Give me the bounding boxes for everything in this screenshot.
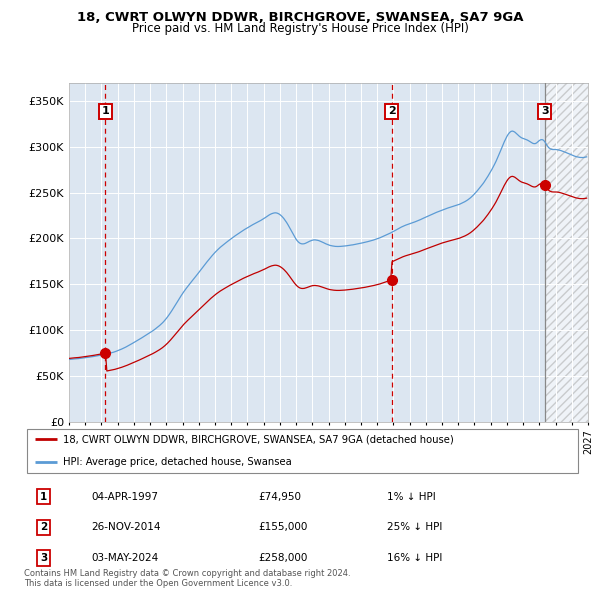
Text: 25% ↓ HPI: 25% ↓ HPI: [387, 523, 442, 532]
Text: 1% ↓ HPI: 1% ↓ HPI: [387, 492, 436, 502]
Text: 04-APR-1997: 04-APR-1997: [91, 492, 158, 502]
Text: Price paid vs. HM Land Registry's House Price Index (HPI): Price paid vs. HM Land Registry's House …: [131, 22, 469, 35]
Text: 1: 1: [101, 106, 109, 116]
Text: 2: 2: [388, 106, 395, 116]
Text: HPI: Average price, detached house, Swansea: HPI: Average price, detached house, Swan…: [63, 457, 292, 467]
Text: 3: 3: [40, 553, 47, 563]
Text: 3: 3: [541, 106, 548, 116]
Text: 26-NOV-2014: 26-NOV-2014: [91, 523, 160, 532]
Text: Contains HM Land Registry data © Crown copyright and database right 2024.
This d: Contains HM Land Registry data © Crown c…: [24, 569, 350, 588]
Text: £155,000: £155,000: [259, 523, 308, 532]
Text: 18, CWRT OLWYN DDWR, BIRCHGROVE, SWANSEA, SA7 9GA (detached house): 18, CWRT OLWYN DDWR, BIRCHGROVE, SWANSEA…: [63, 434, 454, 444]
Text: 03-MAY-2024: 03-MAY-2024: [91, 553, 158, 563]
Text: 18, CWRT OLWYN DDWR, BIRCHGROVE, SWANSEA, SA7 9GA: 18, CWRT OLWYN DDWR, BIRCHGROVE, SWANSEA…: [77, 11, 523, 24]
Text: 1: 1: [40, 492, 47, 502]
FancyBboxPatch shape: [27, 428, 578, 473]
Bar: [546, 83, 588, 422]
Text: £74,950: £74,950: [259, 492, 301, 502]
Text: 16% ↓ HPI: 16% ↓ HPI: [387, 553, 442, 563]
Text: £258,000: £258,000: [259, 553, 308, 563]
Text: 2: 2: [40, 523, 47, 532]
